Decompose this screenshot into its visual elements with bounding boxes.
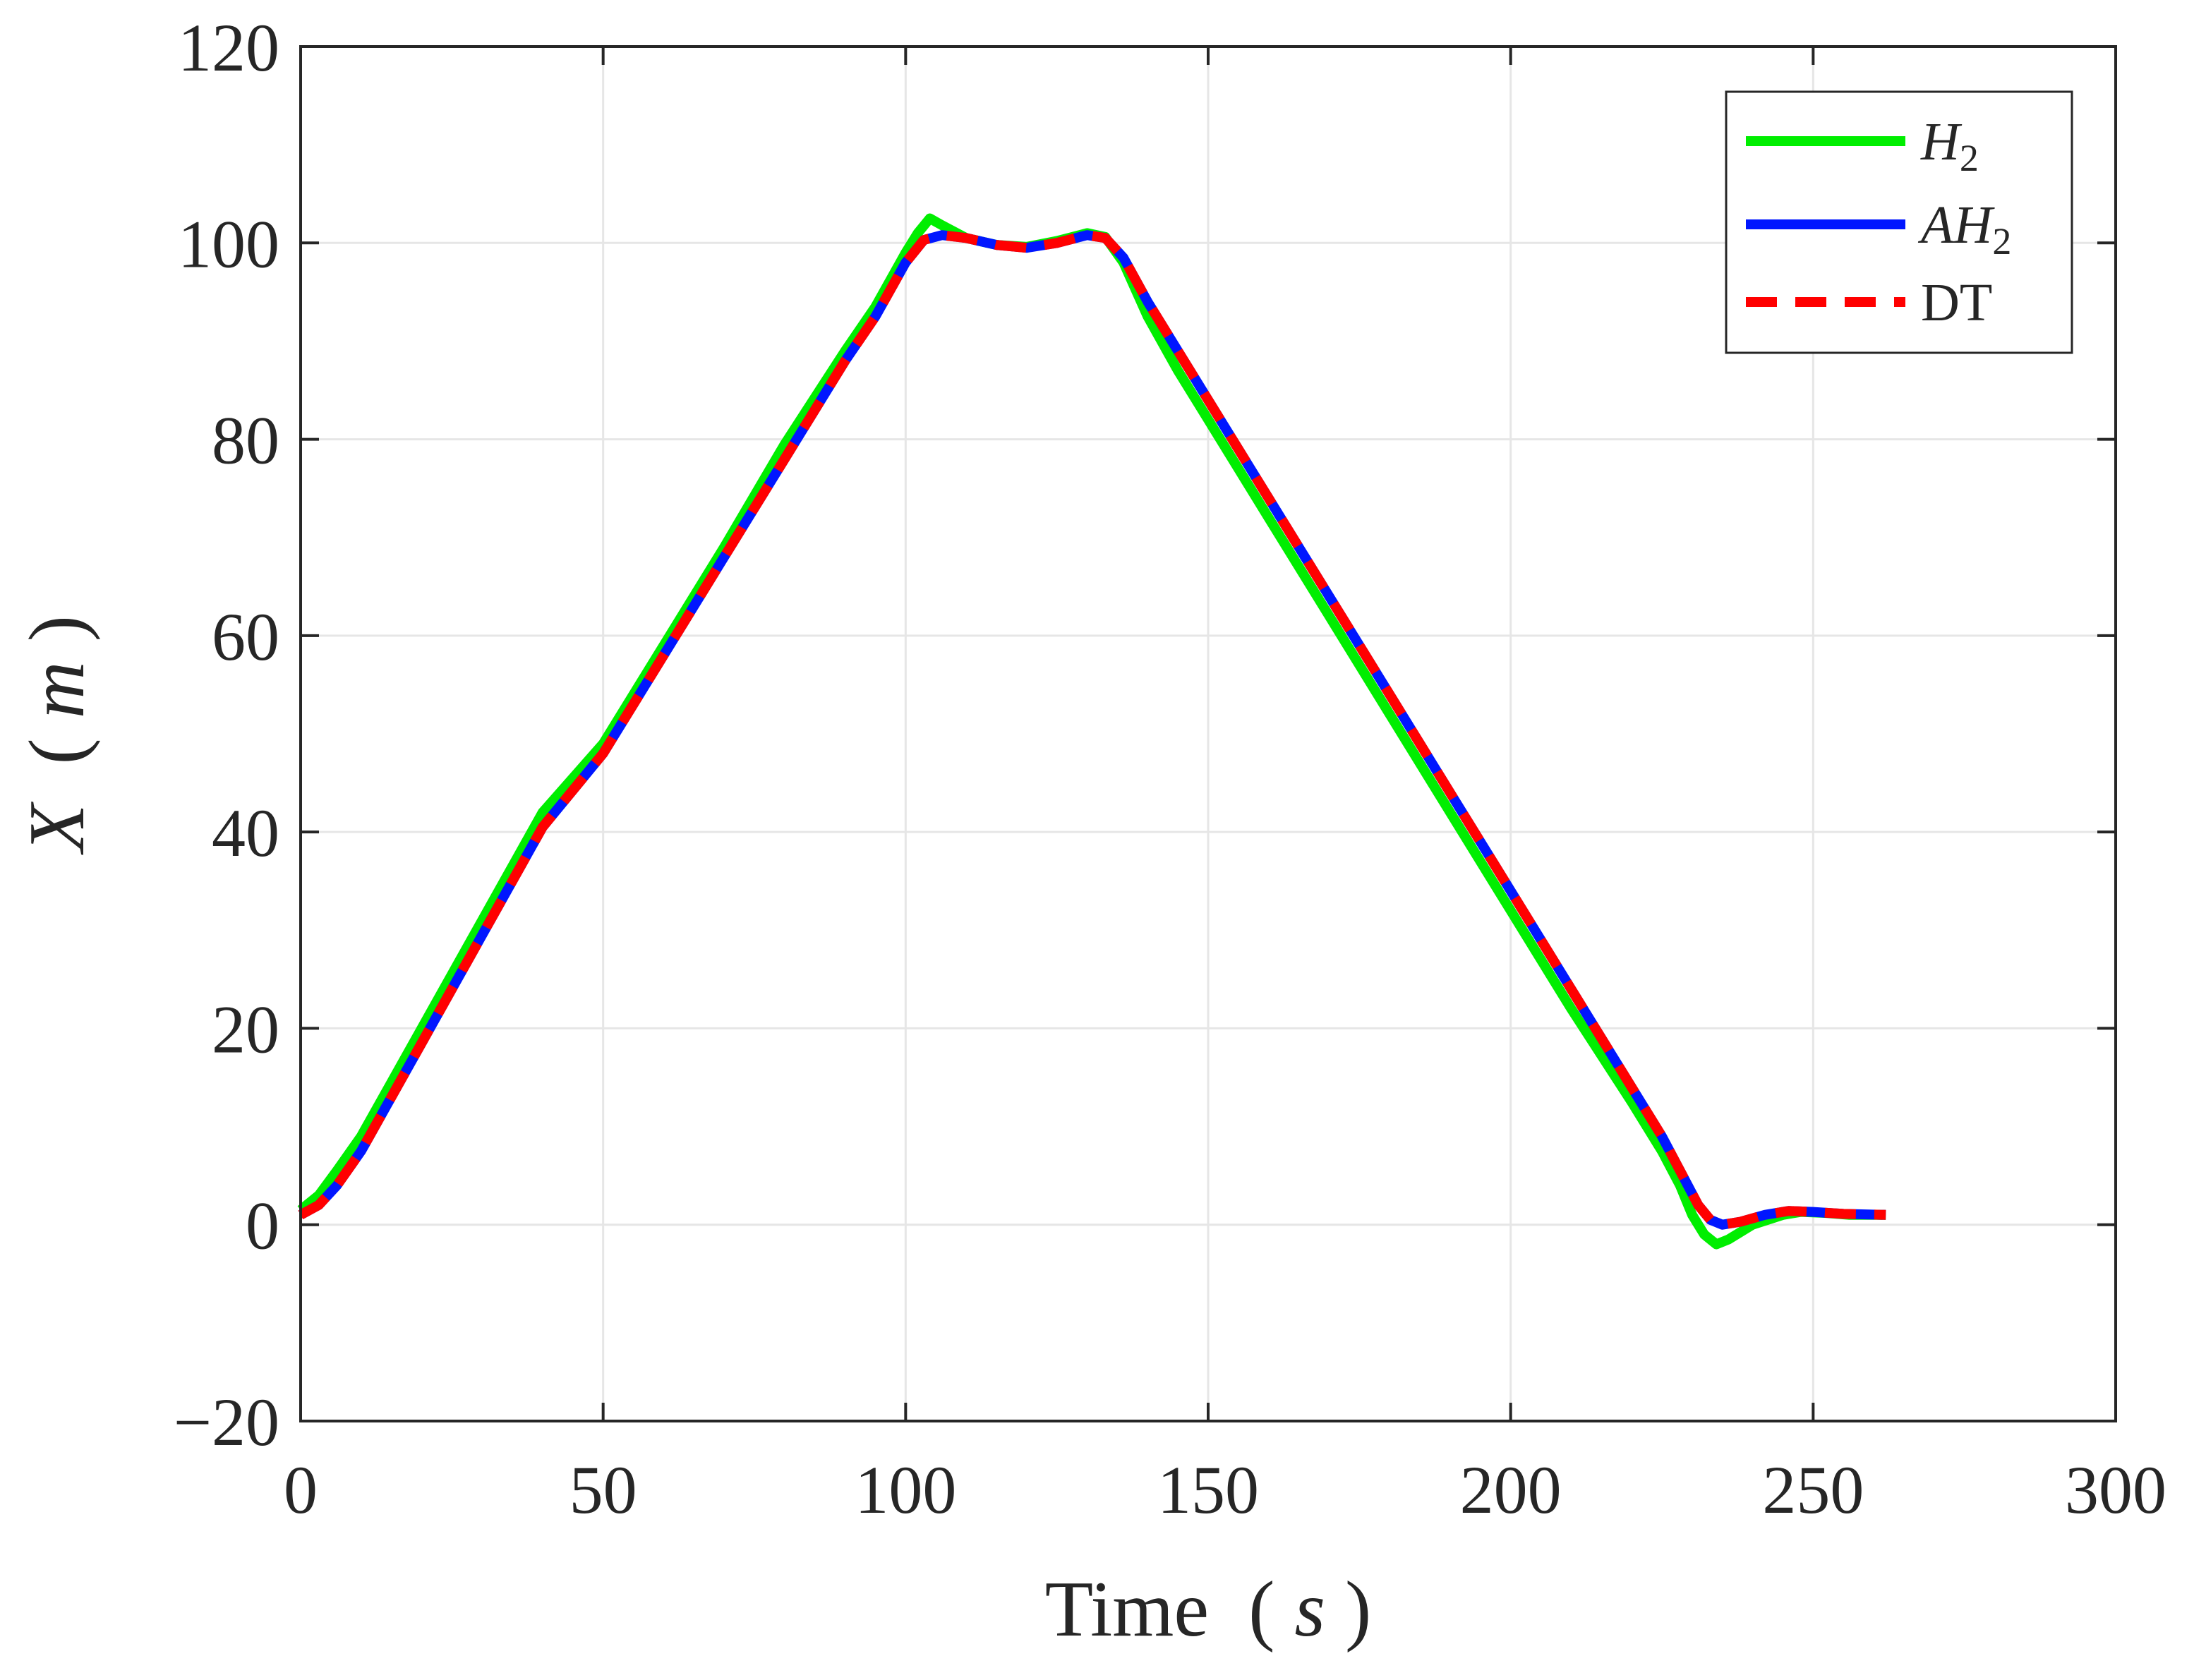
legend-h2-subscript: 2 xyxy=(1960,137,1979,179)
x-tick-label: 100 xyxy=(855,1452,956,1528)
y-axis-close-paren: ) xyxy=(13,615,101,641)
x-axis-unit: s xyxy=(1294,1566,1325,1653)
x-tick-label: 150 xyxy=(1157,1452,1259,1528)
y-tick-label: 40 xyxy=(212,795,279,871)
x-tick-label: 300 xyxy=(2065,1452,2166,1528)
x-axis-open-paren: ( xyxy=(1248,1566,1274,1653)
series-group xyxy=(297,213,1886,1250)
y-tick-label: 80 xyxy=(212,403,279,478)
x-tick-label: 50 xyxy=(569,1452,637,1528)
legend-label-h2: H2 xyxy=(1920,112,1979,179)
y-axis-open-paren: ( xyxy=(13,738,101,764)
y-tick-label: 0 xyxy=(246,1188,279,1264)
y-tick-label: −20 xyxy=(174,1384,279,1460)
legend-label-ah2: AH2 xyxy=(1917,195,2011,262)
y-tick-label: 120 xyxy=(178,10,279,85)
y-axis-label-text: X xyxy=(13,801,101,855)
series-line-dt xyxy=(298,230,1886,1230)
legend-ah2-subscript: 2 xyxy=(1992,220,2011,262)
x-axis-label-text: Time xyxy=(1045,1566,1209,1653)
x-axis-title: Time ( s ) xyxy=(1045,1566,1372,1653)
y-tick-label: 20 xyxy=(212,991,279,1067)
x-tick-label: 200 xyxy=(1460,1452,1562,1528)
x-tick-label: 0 xyxy=(284,1452,318,1528)
x-tick-label: 250 xyxy=(1762,1452,1864,1528)
legend-h2-name: H xyxy=(1920,112,1963,171)
y-tick-labels: −20 0 20 40 60 80 100 120 xyxy=(174,10,279,1460)
x-axis-close-paren: ) xyxy=(1345,1566,1371,1653)
y-tick-label: 100 xyxy=(178,206,279,282)
x-tick-labels: 0 50 100 150 200 250 300 xyxy=(284,1452,2166,1528)
y-axis-unit: m xyxy=(13,661,101,718)
legend-dt-name: DT xyxy=(1921,273,1992,332)
legend-ah2-name: AH xyxy=(1917,195,1995,255)
legend: H2 AH2 DT xyxy=(1725,90,2073,354)
tick-marks xyxy=(299,45,2117,1422)
y-tick-label: 60 xyxy=(212,599,279,675)
y-axis-title: X ( m ) xyxy=(13,615,101,855)
legend-label-dt: DT xyxy=(1921,273,1992,332)
